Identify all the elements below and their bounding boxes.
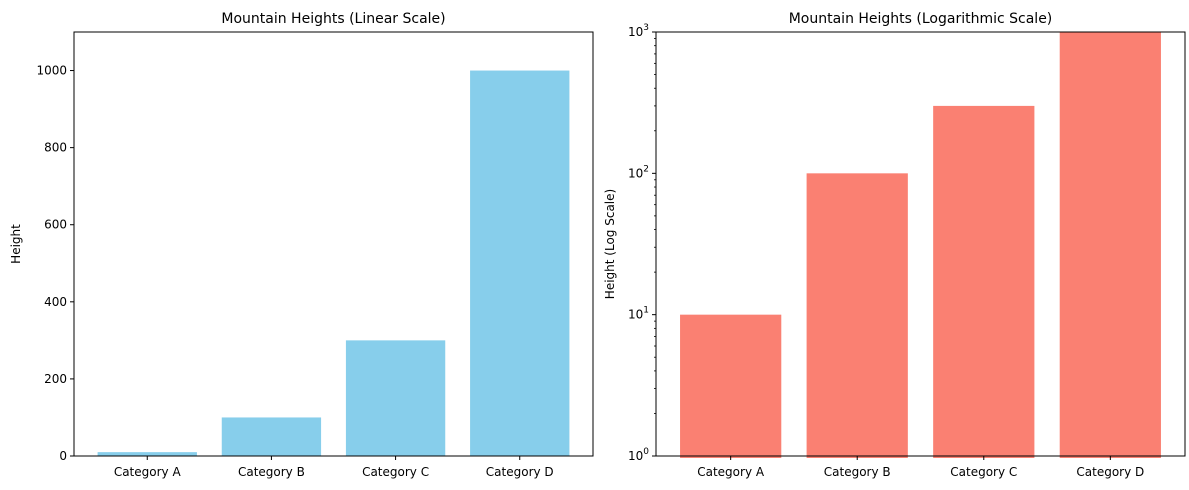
- axes-frame: [655, 31, 1186, 457]
- y-tick-label: 400: [44, 295, 67, 309]
- x-tick-label: Category C: [950, 465, 1017, 479]
- y-tick-label: 200: [44, 372, 67, 386]
- chart-title: Mountain Heights (Logarithmic Scale): [789, 11, 1053, 27]
- y-tick-base: 10: [628, 308, 643, 322]
- y-tick-label: 0: [59, 449, 67, 463]
- y-tick-label: 1000: [36, 64, 67, 78]
- y-tick-label: 102: [628, 164, 649, 180]
- bar-category-d: [470, 70, 570, 456]
- bar-category-d: [1059, 32, 1161, 458]
- y-tick-label: 100: [628, 447, 649, 463]
- bar-category-c: [933, 105, 1035, 458]
- bar-category-b: [806, 173, 908, 459]
- y-tick-label: 103: [628, 23, 649, 39]
- x-tick-label: Category A: [697, 465, 765, 479]
- x-tick-label: Category B: [238, 465, 305, 479]
- y-tick-exponent: 3: [643, 23, 649, 33]
- y-axis-label: Height (Log Scale): [603, 189, 617, 299]
- bar-category-c: [345, 340, 446, 456]
- x-tick-label: Category A: [114, 465, 182, 479]
- bar-category-b: [221, 417, 322, 456]
- y-tick-base: 10: [628, 25, 643, 39]
- y-tick-exponent: 0: [643, 447, 649, 457]
- y-tick-exponent: 1: [643, 306, 649, 316]
- x-tick-label: Category D: [486, 465, 554, 479]
- x-tick-label: Category B: [824, 465, 891, 479]
- bar-category-a: [97, 452, 197, 456]
- y-tick-label: 800: [44, 141, 67, 155]
- axes-frame: [73, 31, 594, 457]
- y-tick-label: 101: [628, 306, 649, 322]
- x-tick-label: Category C: [362, 465, 429, 479]
- log-chart-panel: Category A Category B Category C Category D…: [603, 11, 1186, 479]
- x-tick-label: Category D: [1076, 465, 1144, 479]
- linear-chart-panel: Category A Category B Category C Category D…: [9, 11, 594, 479]
- y-tick-base: 10: [628, 166, 643, 180]
- y-tick-base: 10: [628, 449, 643, 463]
- y-tick-label: 600: [44, 218, 67, 232]
- y-axis-label: Height: [9, 224, 23, 264]
- chart-title: Mountain Heights (Linear Scale): [221, 11, 445, 27]
- y-tick-exponent: 2: [643, 164, 649, 174]
- bar-category-a: [680, 314, 782, 458]
